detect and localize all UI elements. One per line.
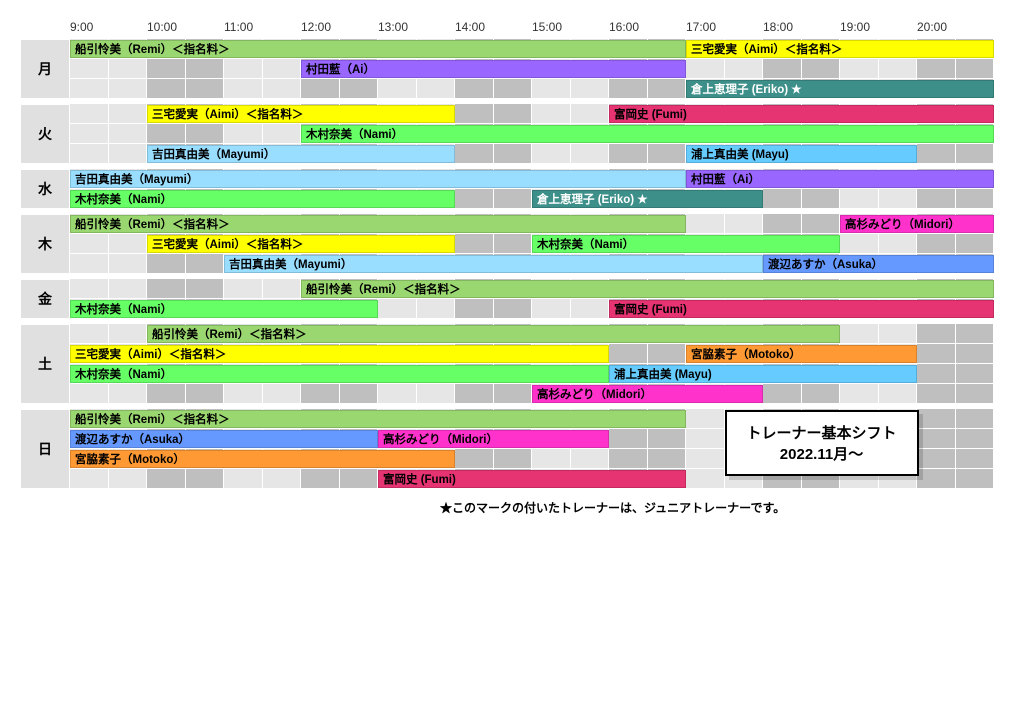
time-label: 9:00: [70, 20, 147, 38]
shift-bar: 高杉みどり（Midori）: [532, 385, 763, 403]
shift-bar: 富岡史 (Fumi): [378, 470, 686, 488]
note-line-1: トレーナー基本シフト: [747, 422, 897, 443]
shift-bar: 宮脇素子（Motoko）: [70, 450, 455, 468]
shift-bar: 船引怜美（Remi）＜指名料＞: [70, 40, 686, 58]
shift-bar: 吉田真由美（Mayumi）: [147, 145, 455, 163]
shift-bar: 三宅愛実（Aimi）＜指名料＞: [70, 345, 609, 363]
shift-bar: 倉上恵理子 (Eriko) ★: [532, 190, 763, 208]
shift-bar: 三宅愛実（Aimi）＜指名料＞: [147, 105, 455, 123]
day-grid: 三宅愛実（Aimi）＜指名料＞ 富岡史 (Fumi) 木村奈美（Nami） 吉田真由美…: [70, 104, 1004, 164]
shift-bar: 船引怜美（Remi）＜指名料＞: [147, 325, 840, 343]
shift-bar: 吉田真由美（Mayumi）: [224, 255, 763, 273]
day-block: 水吉田真由美（Mayumi）村田藍（Ai） 木村奈美（Nami） 倉上恵理子 (Er…: [20, 168, 1004, 209]
shift-bar: 船引怜美（Remi）＜指名料＞: [70, 410, 686, 428]
day-label: 月: [20, 39, 70, 99]
day-block: 火 三宅愛実（Aimi）＜指名料＞ 富岡史 (Fumi) 木村奈美（Nami） 吉田真由…: [20, 103, 1004, 164]
shift-bar: 高杉みどり（Midori）: [840, 215, 994, 233]
shift-bar: 船引怜美（Remi）＜指名料＞: [70, 215, 686, 233]
time-label: 10:00: [147, 20, 224, 38]
time-label: 12:00: [301, 20, 378, 38]
shift-bar: 宮脇素子（Motoko）: [686, 345, 917, 363]
time-label: 14:00: [455, 20, 532, 38]
day-block: 土 船引怜美（Remi）＜指名料＞ 三宅愛実（Aimi）＜指名料＞ 宮脇素子（Moto…: [20, 323, 1004, 404]
day-grid: 船引怜美（Remi）＜指名料＞三宅愛実（Aimi）＜指名料＞村田藍（Ai）倉上恵…: [70, 39, 1004, 99]
note-line-2: 2022.11月〜: [747, 443, 897, 464]
day-grid: 吉田真由美（Mayumi）村田藍（Ai） 木村奈美（Nami） 倉上恵理子 (Eri…: [70, 169, 1004, 209]
shift-bar: 木村奈美（Nami）: [532, 235, 840, 253]
day-grid: 船引怜美（Remi）＜指名料＞ 三宅愛実（Aimi）＜指名料＞ 宮脇素子（Motok…: [70, 324, 1004, 404]
shift-bar: 三宅愛実（Aimi）＜指名料＞: [686, 40, 994, 58]
time-axis: 9:0010:0011:0012:0013:0014:0015:0016:001…: [70, 20, 1004, 38]
shift-bar: 三宅愛実（Aimi）＜指名料＞: [147, 235, 455, 253]
time-label: 19:00: [840, 20, 917, 38]
shift-bar: 富岡史 (Fumi): [609, 300, 994, 318]
shift-bar: 木村奈美（Nami）: [70, 300, 378, 318]
day-grid: 船引怜美（Remi）＜指名料＞ 木村奈美（Nami） 富岡史 (Fumi): [70, 279, 1004, 319]
day-label: 水: [20, 169, 70, 209]
schedule-chart: 9:0010:0011:0012:0013:0014:0015:0016:001…: [20, 20, 1004, 493]
shift-bar: 吉田真由美（Mayumi）: [70, 170, 686, 188]
shift-bar: 倉上恵理子 (Eriko) ★: [686, 80, 994, 98]
day-label: 火: [20, 104, 70, 164]
shift-bar: 村田藍（Ai）: [686, 170, 994, 188]
shift-bar: 船引怜美（Remi）＜指名料＞: [301, 280, 994, 298]
shift-bar: 木村奈美（Nami）: [301, 125, 994, 143]
time-label: 13:00: [378, 20, 455, 38]
day-grid: 船引怜美（Remi）＜指名料＞ 高杉みどり（Midori） 三宅愛実（Aimi）＜指…: [70, 214, 1004, 274]
shift-bar: 高杉みどり（Midori）: [378, 430, 609, 448]
shift-bar: 木村奈美（Nami）: [70, 365, 609, 383]
day-block: 木船引怜美（Remi）＜指名料＞ 高杉みどり（Midori） 三宅愛実（Aimi）＜…: [20, 213, 1004, 274]
time-label: 17:00: [686, 20, 763, 38]
day-block: 月船引怜美（Remi）＜指名料＞三宅愛実（Aimi）＜指名料＞村田藍（Ai）倉上…: [20, 38, 1004, 99]
shift-bar: 渡辺あすか（Asuka）: [763, 255, 994, 273]
time-label: 11:00: [224, 20, 301, 38]
footnote: ★このマークの付いたトレーナーは、ジュニアトレーナーです。: [440, 499, 1004, 516]
shift-bar: 浦上真由美 (Mayu): [609, 365, 917, 383]
day-label: 木: [20, 214, 70, 274]
shift-bar: 富岡史 (Fumi): [609, 105, 994, 123]
shift-bar: 木村奈美（Nami）: [70, 190, 455, 208]
shift-bar: 村田藍（Ai）: [301, 60, 686, 78]
day-label: 日: [20, 409, 70, 489]
time-label: 15:00: [532, 20, 609, 38]
time-label: 18:00: [763, 20, 840, 38]
day-block: 金 船引怜美（Remi）＜指名料＞ 木村奈美（Nami） 富岡史 (Fumi): [20, 278, 1004, 319]
shift-bar: 渡辺あすか（Asuka）: [70, 430, 378, 448]
shift-bar: 浦上真由美 (Mayu): [686, 145, 917, 163]
day-label: 金: [20, 279, 70, 319]
time-label: 16:00: [609, 20, 686, 38]
title-note-box: トレーナー基本シフト 2022.11月〜: [725, 410, 919, 476]
day-label: 土: [20, 324, 70, 404]
time-label: 20:00: [917, 20, 994, 38]
